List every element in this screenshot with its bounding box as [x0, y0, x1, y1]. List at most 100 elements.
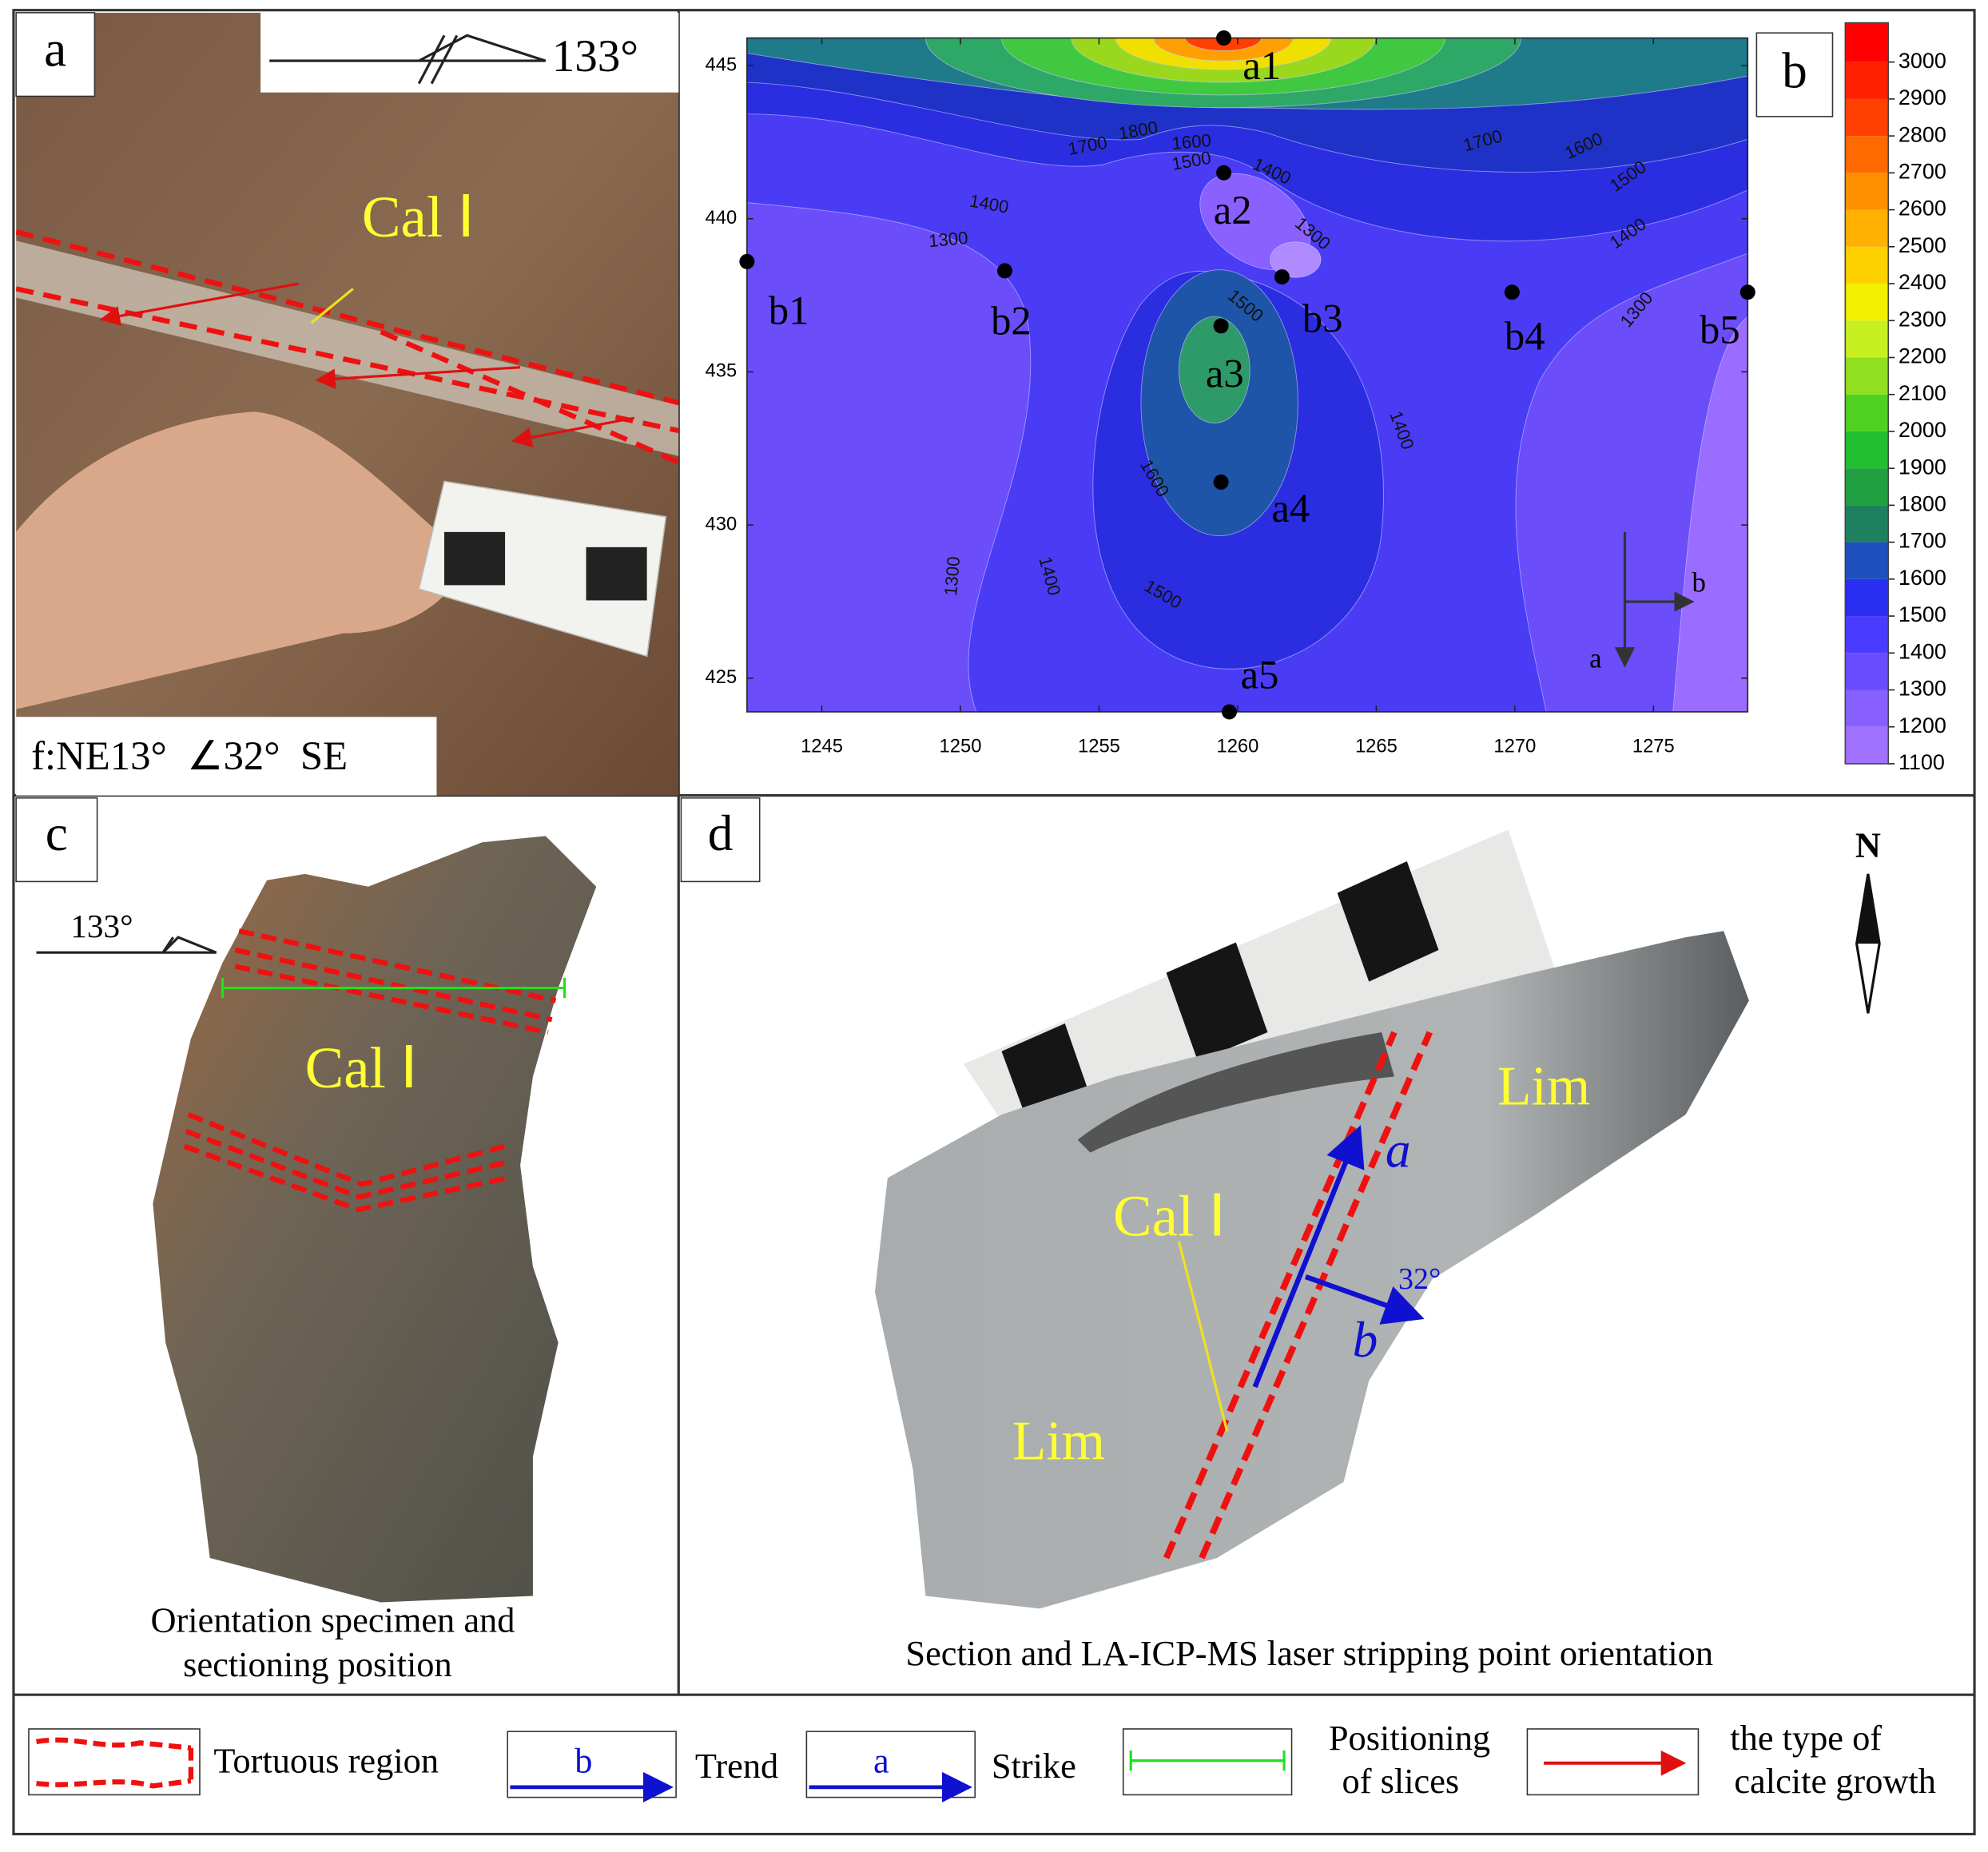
contour-label: 1300 [928, 228, 968, 251]
point-label: b4 [1505, 314, 1545, 359]
colorbar-label: 2700 [1899, 159, 1946, 183]
attitude-box [16, 717, 437, 796]
x-tick-label: 1265 [1355, 736, 1398, 757]
direction-label: a [1589, 643, 1601, 674]
caption: Section and LA-ICP-MS laser stripping po… [905, 1633, 1713, 1673]
contour-label: 1300 [940, 556, 964, 597]
plot-frame [746, 37, 1749, 713]
colorbar-label: 3000 [1899, 49, 1946, 73]
colorbar-label: 1700 [1899, 529, 1946, 553]
x-tick-label: 1270 [1493, 736, 1536, 757]
legend-label: calcite growth [1734, 1761, 1936, 1801]
colorbar-band [1845, 690, 1889, 727]
vein-label: Cal Ⅰ [305, 1035, 418, 1100]
colorbar-band [1845, 505, 1889, 542]
legend-label: Tortuous region [213, 1741, 439, 1781]
sample-point [1213, 474, 1229, 490]
strike-label: a [1386, 1121, 1411, 1178]
strike: 133° [552, 31, 638, 81]
point-label: a3 [1206, 352, 1244, 396]
legend-label: Positioning [1329, 1718, 1490, 1758]
colorbar-label: 2900 [1899, 85, 1946, 109]
point-label: b2 [991, 299, 1032, 344]
colorbar-band [1845, 726, 1889, 764]
contour-band [1270, 241, 1322, 278]
y-tick-label: 435 [706, 360, 738, 382]
x-tick-label: 1275 [1632, 736, 1675, 757]
colorbar-band [1845, 98, 1889, 137]
legend-label: Trend [695, 1746, 778, 1786]
legend-label: Strike [992, 1746, 1076, 1786]
panel-label: d [708, 805, 734, 861]
sample-point [1222, 704, 1238, 720]
colorbar-label: 2000 [1899, 418, 1946, 442]
y-tick-label: 445 [706, 54, 738, 75]
colorbar-band [1845, 173, 1889, 210]
strike-symbol [269, 34, 547, 85]
photo-a [16, 12, 679, 796]
contour-label: 1600 [1171, 130, 1211, 153]
colorbar-label: 1500 [1899, 602, 1946, 626]
caption: sectioning position [183, 1644, 452, 1684]
label-box [15, 12, 96, 97]
panel-label: a [44, 21, 66, 77]
legend-symbol: a [873, 1741, 889, 1781]
colorbar-band [1845, 468, 1889, 506]
rock-label: Lim [1497, 1056, 1590, 1118]
legend-symbol: b [575, 1741, 592, 1781]
strike-box [260, 12, 679, 93]
sample-point [1216, 165, 1232, 181]
colorbar-label: 1200 [1899, 713, 1946, 737]
colorbar-label: 1800 [1899, 492, 1946, 516]
colorbar-label: 2500 [1899, 233, 1946, 257]
colorbar-band [1845, 136, 1889, 173]
caption: Orientation specimen and [150, 1600, 515, 1640]
dip-label: 32° [1398, 1262, 1441, 1296]
colorbar-band [1845, 320, 1889, 358]
colorbar-band [1845, 284, 1889, 321]
colorbar-label: 2800 [1899, 122, 1946, 146]
colorbar-label: 1300 [1899, 677, 1946, 701]
colorbar-label: 2100 [1899, 381, 1946, 405]
point-label: a1 [1242, 43, 1281, 88]
photo-d [874, 829, 1881, 1609]
x-tick-label: 1260 [1216, 736, 1258, 757]
point-label: b1 [769, 288, 809, 333]
legend-label: of slices [1342, 1761, 1460, 1801]
colorbar-label: 2400 [1899, 270, 1946, 294]
colorbar-label: 1600 [1899, 566, 1946, 590]
colorbar-band [1845, 246, 1889, 284]
legend [28, 1728, 1700, 1802]
colorbar-band [1845, 616, 1889, 654]
vein-label: Cal Ⅰ [1113, 1184, 1226, 1249]
trend-label: b [1353, 1311, 1378, 1368]
sample-point [739, 253, 755, 269]
colorbar-band [1845, 653, 1889, 690]
colorbar-frame [1844, 22, 1890, 765]
sample-point [1216, 30, 1232, 46]
y-tick-label: 440 [706, 207, 738, 229]
colorbar-label: 2300 [1899, 307, 1946, 331]
label-box [1755, 32, 1834, 117]
colorbar-band [1845, 578, 1889, 617]
x-tick-label: 1245 [801, 736, 843, 757]
point-label: a2 [1214, 188, 1252, 232]
direction-label: b [1692, 566, 1706, 598]
y-tick-label: 425 [706, 666, 738, 688]
point-label: a5 [1241, 652, 1279, 697]
y-tick-label: 430 [706, 513, 738, 535]
sample-point [1213, 318, 1229, 334]
colorbar-label: 1100 [1899, 750, 1945, 774]
sample-point [1274, 269, 1290, 285]
point-label: b3 [1302, 296, 1343, 340]
rock-label: Lim [1012, 1410, 1105, 1472]
strike-symbol [36, 936, 217, 954]
x-tick-label: 1255 [1078, 736, 1120, 757]
strike: 133° [70, 908, 133, 944]
colorbar-band [1845, 209, 1889, 247]
point-label: b5 [1700, 308, 1740, 352]
north: N [1855, 825, 1881, 864]
